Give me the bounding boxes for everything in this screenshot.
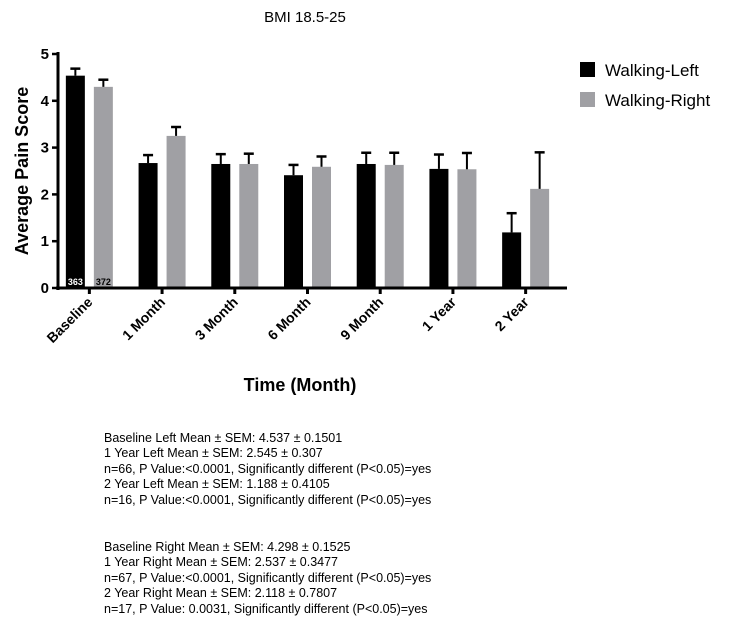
stats-line: 1 Year Right Mean ± SEM: 2.537 ± 0.3477	[104, 555, 339, 570]
bar-chart: BMI 18.5-25 363 372 Baseline 1 Month 3 Mont…	[12, 9, 710, 395]
error-bar	[171, 125, 182, 136]
error-bar	[316, 155, 327, 167]
x-tick-label: Baseline	[43, 294, 95, 346]
error-bar	[389, 151, 400, 165]
y-tick-label: 2	[41, 186, 49, 203]
error-bar	[215, 152, 226, 164]
x-tick-label: 9 Month	[337, 294, 386, 343]
bar-walking-right-2-year	[530, 188, 550, 288]
error-bar	[98, 78, 109, 87]
stats-line: Baseline Left Mean ± SEM: 4.537 ± 0.1501	[104, 431, 343, 445]
y-tick-label: 0	[41, 280, 49, 297]
x-tick-label: 1 Year	[419, 293, 460, 334]
error-bar	[288, 163, 299, 176]
bar-walking-right-6-month	[312, 166, 331, 288]
bars-layer: 363 372	[65, 67, 550, 289]
error-bar	[70, 67, 81, 76]
stats-left-block: Baseline Left Mean ± SEM: 4.537 ± 0.1501…	[104, 431, 431, 508]
bar-walking-right-baseline	[93, 86, 113, 288]
bar-walking-left-baseline	[65, 75, 85, 289]
stats-line: n=67, P Value:<0.0001, Significantly dif…	[104, 570, 432, 585]
error-bar	[506, 211, 517, 233]
bar-walking-right-1-year	[457, 169, 477, 288]
x-axis-label: Time (Month)	[244, 375, 357, 395]
legend-swatch	[580, 92, 595, 107]
bar-walking-left-9-month	[356, 163, 376, 288]
chart-title: BMI 18.5-25	[264, 9, 346, 26]
bar-walking-left-1-year	[429, 168, 449, 288]
stats-line: Baseline Right Mean ± SEM: 4.298 ± 0.152…	[104, 540, 351, 554]
stats-right-block: Baseline Right Mean ± SEM: 4.298 ± 0.152…	[104, 540, 431, 617]
x-tick-label: 6 Month	[264, 294, 313, 343]
y-axis-label: Average Pain Score	[12, 87, 32, 255]
legend-label: Walking-Right	[605, 91, 710, 110]
legend-label: Walking-Left	[605, 61, 699, 80]
bar-n-label: 372	[96, 277, 111, 287]
x-tick-label: 1 Month	[119, 294, 168, 343]
error-bar	[534, 151, 545, 189]
y-tick-label: 4	[41, 93, 50, 110]
error-bar	[433, 153, 444, 169]
x-tick-label: 3 Month	[192, 294, 241, 343]
bar-walking-right-3-month	[239, 163, 259, 288]
stats-line: 2 Year Right Mean ± SEM: 2.118 ± 0.7807	[104, 586, 338, 601]
y-tick-label: 3	[41, 140, 49, 157]
bar-n-label: 363	[68, 277, 83, 287]
error-bar	[361, 151, 372, 164]
bar-walking-left-3-month	[211, 163, 231, 288]
stats-line: n=16, P Value:<0.0001, Significantly dif…	[104, 492, 432, 507]
stats-line: n=17, P Value: 0.0031, Significantly dif…	[104, 601, 428, 616]
legend-item-walking-right: Walking-Right	[580, 91, 710, 110]
stats-line: n=66, P Value:<0.0001, Significantly dif…	[104, 461, 432, 476]
error-bar	[243, 152, 254, 164]
error-bar	[143, 153, 154, 164]
x-tick-label: 2 Year	[491, 293, 532, 334]
legend-swatch	[580, 62, 595, 77]
bar-walking-right-9-month	[384, 164, 404, 288]
bar-walking-left-1-month	[138, 163, 158, 288]
legend: Walking-Left Walking-Right	[580, 61, 710, 110]
bar-walking-left-6-month	[284, 175, 303, 288]
axes-layer: Baseline 1 Month 3 Month 6 Month 9 Month 1 Ye…	[41, 46, 567, 346]
stats-line: 1 Year Left Mean ± SEM: 2.545 ± 0.307	[104, 446, 323, 461]
error-bar	[461, 151, 472, 170]
bar-walking-right-1-month	[166, 135, 186, 288]
bar-walking-left-2-year	[502, 232, 522, 288]
y-tick-label: 5	[41, 46, 49, 63]
legend-item-walking-left: Walking-Left	[580, 61, 699, 80]
stats-line: 2 Year Left Mean ± SEM: 1.188 ± 0.4105	[104, 477, 330, 492]
y-tick-label: 1	[41, 233, 49, 250]
